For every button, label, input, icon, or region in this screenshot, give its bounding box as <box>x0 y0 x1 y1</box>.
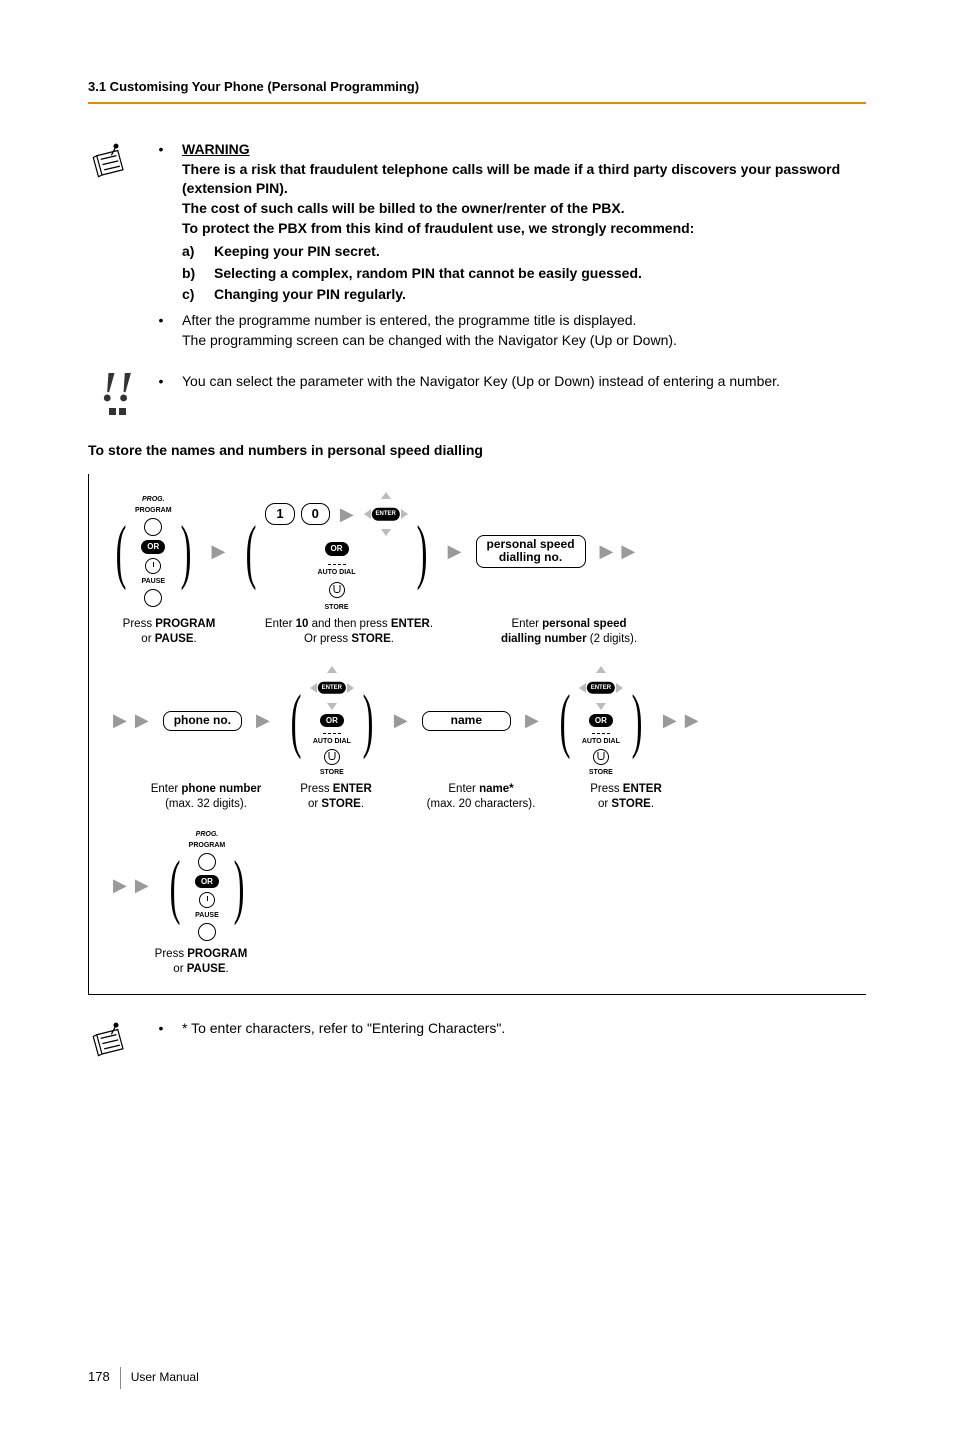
footer-title: User Manual <box>131 1369 199 1386</box>
caption-4: Enter phone number (max. 32 digits). <box>141 782 271 813</box>
caption-1: Press PROGRAM or PAUSE. <box>109 617 229 648</box>
footnote-text: * To enter characters, refer to "Enterin… <box>182 1019 505 1039</box>
arrow-icon: ▶ <box>444 539 466 564</box>
tip-text: You can select the parameter with the Na… <box>182 372 780 392</box>
arrow-continue-icon: ▶▶ <box>659 708 703 733</box>
arrow-continue-icon: ▶▶ <box>596 539 640 564</box>
navigator-key-icon: ENTER <box>364 492 408 536</box>
bullet: • <box>156 140 166 307</box>
step-enter-store-1: ENTER OR AUTO DIAL STORE <box>310 666 354 776</box>
caption-8: Press PROGRAM or PAUSE. <box>141 947 261 978</box>
caption-5: Press ENTER or STORE. <box>271 782 401 813</box>
caption-2: Enter 10 and then press ENTER. Or press … <box>229 617 469 648</box>
warning-after2: The programming screen can be changed wi… <box>182 331 677 351</box>
note-icon <box>88 140 146 354</box>
page-footer: 178 User Manual <box>88 1367 866 1389</box>
bullet: • <box>156 372 166 392</box>
footnote-block: • * To enter characters, refer to "Enter… <box>88 1019 866 1067</box>
step-phone-no: phone no. <box>163 711 242 731</box>
step-name: name <box>422 711 511 731</box>
step-psd-no: personal speed dialling no. <box>476 535 586 569</box>
step-program: PROG. PROGRAM OR PAUSE <box>135 496 172 606</box>
warning-p2: The cost of such calls will be billed to… <box>182 199 866 219</box>
note-icon <box>88 1019 146 1067</box>
store-button-icon <box>329 582 345 598</box>
warning-block: • WARNING There is a risk that fraudulen… <box>88 140 866 354</box>
warning-b: Selecting a complex, random PIN that can… <box>214 264 642 284</box>
arrow-icon: ▶ <box>252 708 274 733</box>
caption-7: Press ENTER or STORE. <box>561 782 691 813</box>
arrow-from-icon: ▶▶ <box>109 873 153 898</box>
arrow-from-icon: ▶▶ <box>109 708 153 733</box>
step-program-end: PROG. PROGRAM OR PAUSE <box>189 831 226 941</box>
caption-3: Enter personal speed dialling number (2 … <box>469 617 669 648</box>
section-header: 3.1 Customising Your Phone (Personal Pro… <box>88 78 866 104</box>
arrow-icon: ▶ <box>521 708 543 733</box>
warning-a: Keeping your PIN secret. <box>214 242 380 262</box>
warning-p3: To protect the PBX from this kind of fra… <box>182 219 866 239</box>
arrow-icon: ▶ <box>208 539 230 564</box>
pause-button-icon <box>145 558 161 574</box>
tip-block: !! • You can select the parameter with t… <box>88 372 866 415</box>
warning-p1: There is a risk that fraudulent telephon… <box>182 160 866 199</box>
page-number: 178 <box>88 1368 110 1386</box>
caption-6: Enter name* (max. 20 characters). <box>401 782 561 813</box>
program-button-icon <box>144 518 162 536</box>
step-enter-store-2: ENTER OR AUTO DIAL STORE <box>579 666 623 776</box>
bullet: • <box>156 1019 166 1039</box>
warning-c: Changing your PIN regularly. <box>214 285 406 305</box>
arrow-icon: ▶ <box>390 708 412 733</box>
sub-heading: To store the names and numbers in person… <box>88 441 866 461</box>
flow-diagram: ( PROG. PROGRAM OR PAUSE ) ▶ ( 1 0 ▶ <box>88 474 866 995</box>
alert-icon: !! <box>88 372 146 415</box>
warning-after1: After the programme number is entered, t… <box>182 311 677 331</box>
warning-title: WARNING <box>182 141 250 157</box>
bullet: • <box>156 311 166 350</box>
step-enter-10: 1 0 ▶ ENTER OR AUTO DIAL STORE <box>265 492 407 610</box>
